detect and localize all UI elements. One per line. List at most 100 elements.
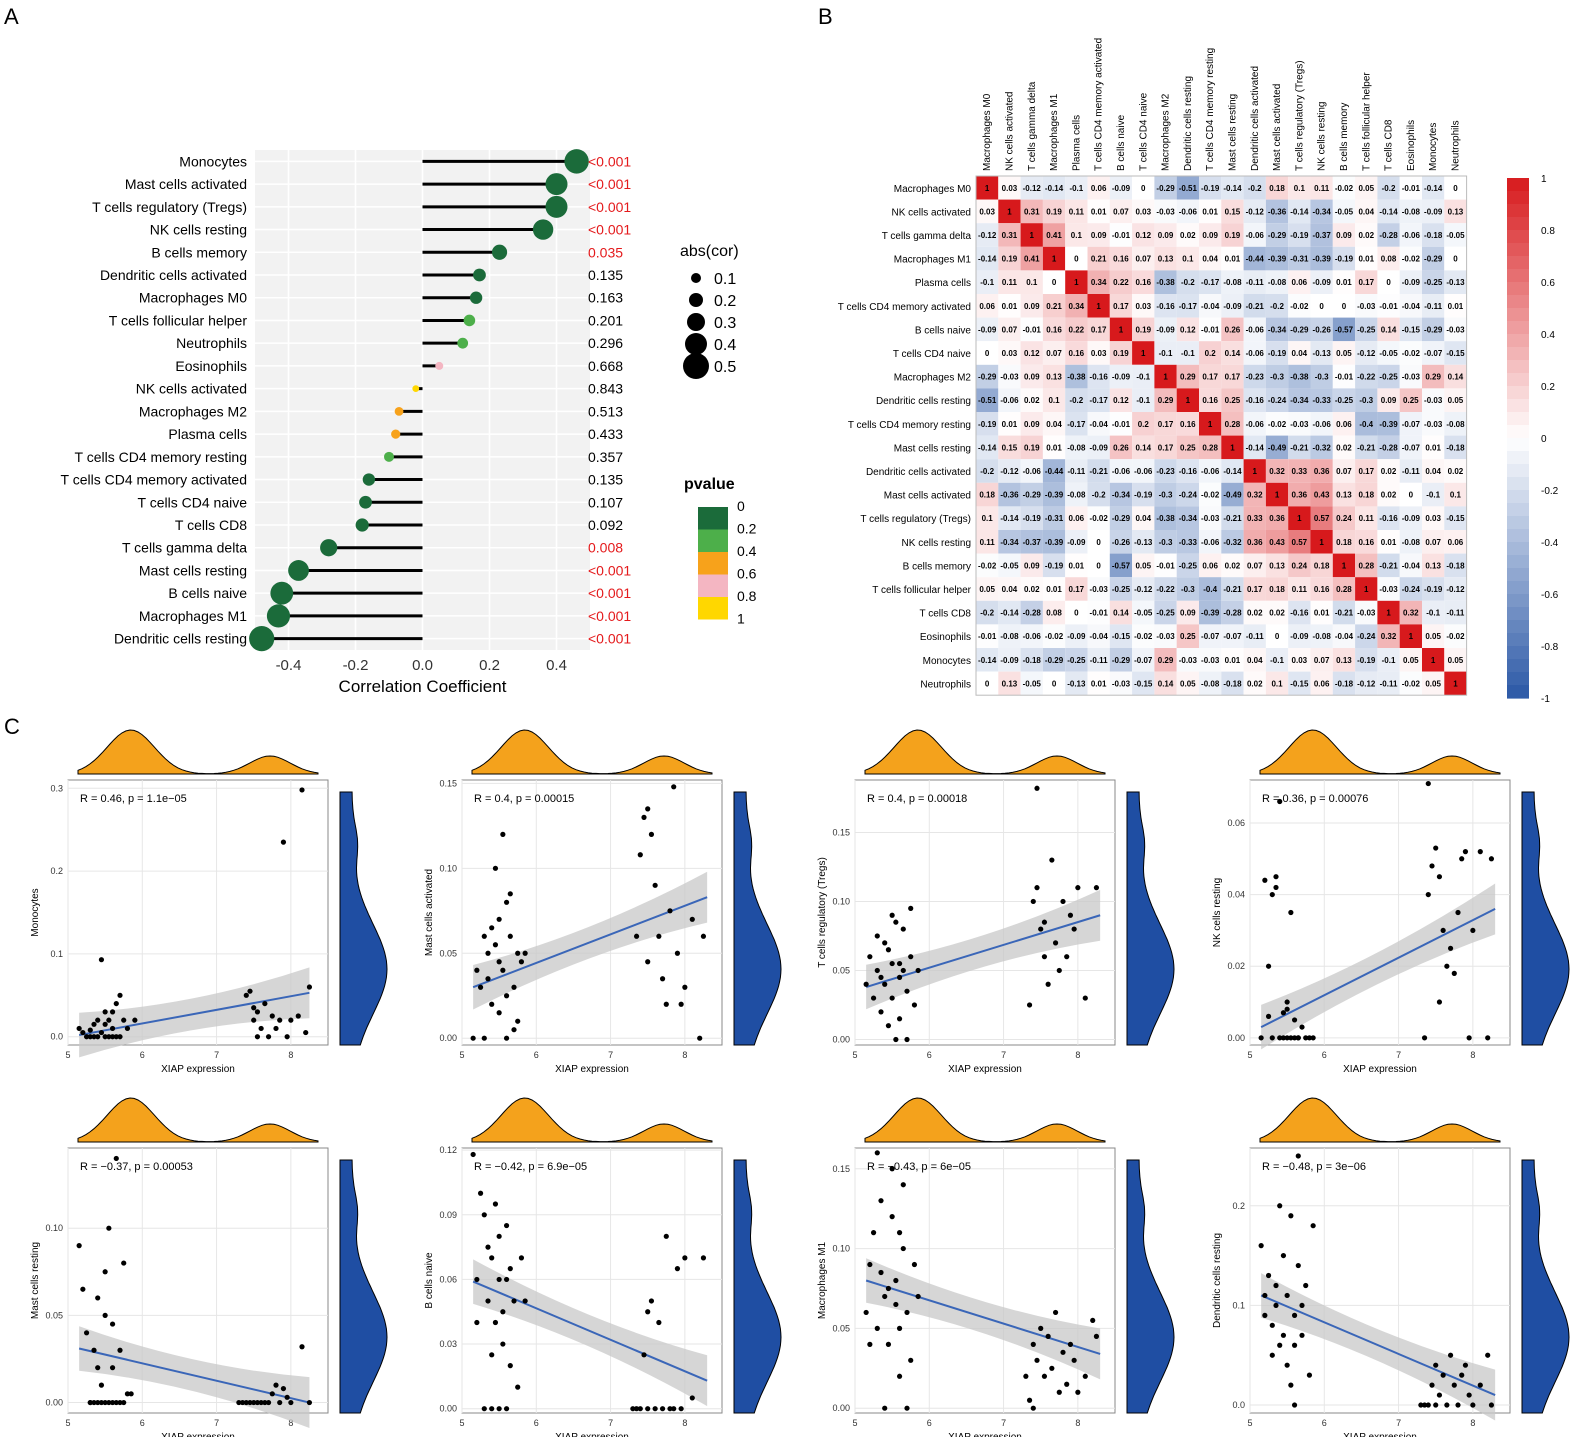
p-value-label: 0.201 bbox=[588, 312, 623, 328]
stat-annotation: R = −0.37, p = 0.00053 bbox=[80, 1161, 193, 1173]
heatmap-value: -0.15 bbox=[1446, 514, 1465, 523]
data-point bbox=[113, 1399, 119, 1406]
lollipop-dot bbox=[249, 626, 275, 652]
data-point bbox=[106, 1017, 112, 1023]
x-tick-label: 0.0 bbox=[412, 657, 433, 674]
heatmap-value: 0 bbox=[1319, 302, 1324, 311]
heatmap-value: -0.01 bbox=[978, 632, 997, 641]
data-point bbox=[503, 899, 510, 905]
heatmap-value: 0.1 bbox=[1048, 396, 1060, 405]
lollipop-dot bbox=[266, 604, 291, 628]
heatmap-value: -0.09 bbox=[1000, 656, 1019, 665]
heatmap-value: -0.31 bbox=[1045, 514, 1064, 523]
heatmap-cell bbox=[1265, 530, 1289, 554]
data-point bbox=[682, 1255, 688, 1261]
data-point bbox=[1488, 856, 1495, 862]
lollipop-dot bbox=[359, 495, 372, 509]
heatmap-value: -0.28 bbox=[1379, 231, 1398, 240]
color-legend-label: 0.4 bbox=[737, 543, 757, 559]
heatmap-cell bbox=[1355, 176, 1378, 200]
heatmap-value: 0 bbox=[1342, 302, 1347, 311]
heatmap-col-label: B cells naive bbox=[1116, 114, 1127, 171]
data-point bbox=[1262, 877, 1268, 883]
heatmap-cell bbox=[976, 364, 999, 389]
heatmap-value: -0.14 bbox=[1379, 207, 1398, 216]
heatmap-value: -0.34 bbox=[1179, 514, 1198, 523]
heatmap-cell bbox=[1154, 435, 1177, 460]
heatmap-value: 0.18 bbox=[1269, 184, 1285, 193]
heatmap-value: 0.2 bbox=[1138, 420, 1150, 429]
heatmap-cell bbox=[1377, 530, 1400, 554]
heatmap-value: -0.29 bbox=[978, 373, 997, 382]
heatmap-value: 1 bbox=[1163, 373, 1168, 382]
heatmap-value: -0.01 bbox=[1112, 420, 1131, 429]
category-label: Neutrophils bbox=[176, 335, 247, 351]
heatmap-cell bbox=[1176, 294, 1199, 318]
data-point bbox=[80, 1029, 86, 1036]
top-density bbox=[471, 729, 713, 775]
scatter-panel: 0.000.030.060.090.125 6 7 8R = −0.42, p = 6… bbox=[424, 1097, 782, 1437]
lollipop-dot bbox=[384, 451, 394, 462]
heatmap-value: -0.07 bbox=[1402, 420, 1421, 429]
heatmap-cell bbox=[1065, 671, 1088, 696]
heatmap-value: 0.04 bbox=[1046, 420, 1062, 429]
heatmap-cell bbox=[1020, 176, 1043, 200]
heatmap-value: -0.18 bbox=[1335, 679, 1354, 688]
heatmap-cell bbox=[1176, 459, 1199, 483]
heatmap-cell bbox=[1020, 459, 1043, 483]
heatmap-value: 0.1 bbox=[1182, 255, 1194, 264]
heatmap-cell bbox=[1042, 223, 1066, 247]
heatmap-cell bbox=[1355, 317, 1378, 342]
heatmap-cell bbox=[1042, 294, 1066, 318]
heatmap-value: -0.14 bbox=[978, 443, 997, 452]
heatmap-cell bbox=[1310, 176, 1333, 200]
heatmap-cell bbox=[1288, 482, 1311, 507]
heatmap-cell bbox=[1065, 577, 1088, 601]
heatmap-value: 0.08 bbox=[1046, 609, 1062, 618]
y-tick-label: 0.1 bbox=[50, 949, 63, 959]
p-value-label: <0.001 bbox=[588, 562, 631, 578]
category-label: T cells CD4 memory resting bbox=[75, 449, 247, 465]
data-point bbox=[645, 959, 651, 965]
data-point bbox=[76, 1025, 82, 1032]
data-point bbox=[637, 852, 643, 858]
heatmap-value: -0.1 bbox=[1382, 656, 1396, 665]
heatmap-cell bbox=[1265, 553, 1289, 578]
heatmap-cell bbox=[1109, 482, 1133, 507]
heatmap-cell bbox=[1042, 199, 1066, 224]
data-point bbox=[113, 1034, 119, 1040]
y-tick-label: 0.02 bbox=[1227, 961, 1245, 971]
data-point bbox=[633, 933, 640, 939]
heatmap-value: -0.2 bbox=[1270, 302, 1284, 311]
heatmap-col-label: Dendritic cells resting bbox=[1183, 76, 1194, 171]
heatmap-value: -0.13 bbox=[1134, 538, 1153, 547]
data-point bbox=[109, 1009, 116, 1015]
heatmap-value: -0.06 bbox=[1023, 632, 1042, 641]
data-point bbox=[254, 1034, 261, 1040]
data-point bbox=[511, 1027, 517, 1033]
heatmap-value: -0.21 bbox=[1290, 443, 1309, 452]
lollipop-dot bbox=[270, 581, 294, 605]
heatmap-value: 0.01 bbox=[1046, 585, 1062, 594]
data-point bbox=[874, 933, 880, 939]
heatmap-value: -0.4 bbox=[1203, 585, 1217, 594]
data-point bbox=[76, 1243, 82, 1249]
data-point bbox=[98, 1399, 105, 1406]
heatmap-value: 0.11 bbox=[1314, 184, 1330, 193]
heatmap-cell bbox=[1087, 577, 1110, 601]
side-density bbox=[1126, 1159, 1175, 1414]
data-point bbox=[500, 967, 506, 973]
heatmap-cell bbox=[1377, 506, 1400, 530]
heatmap-cell bbox=[976, 317, 999, 342]
data-point bbox=[648, 1298, 655, 1304]
data-point bbox=[492, 942, 499, 948]
heatmap-cell bbox=[1444, 412, 1467, 436]
heatmap-value: 0 bbox=[1141, 184, 1146, 193]
y-tick-label: 0.10 bbox=[45, 1223, 63, 1233]
x-tick-label: 5 bbox=[459, 1050, 464, 1060]
heatmap-value: 0.24 bbox=[1292, 561, 1308, 570]
heatmap-value: 0.31 bbox=[1024, 207, 1040, 216]
heatmap-cell bbox=[1087, 482, 1110, 507]
colorbar-segment bbox=[1507, 269, 1529, 283]
